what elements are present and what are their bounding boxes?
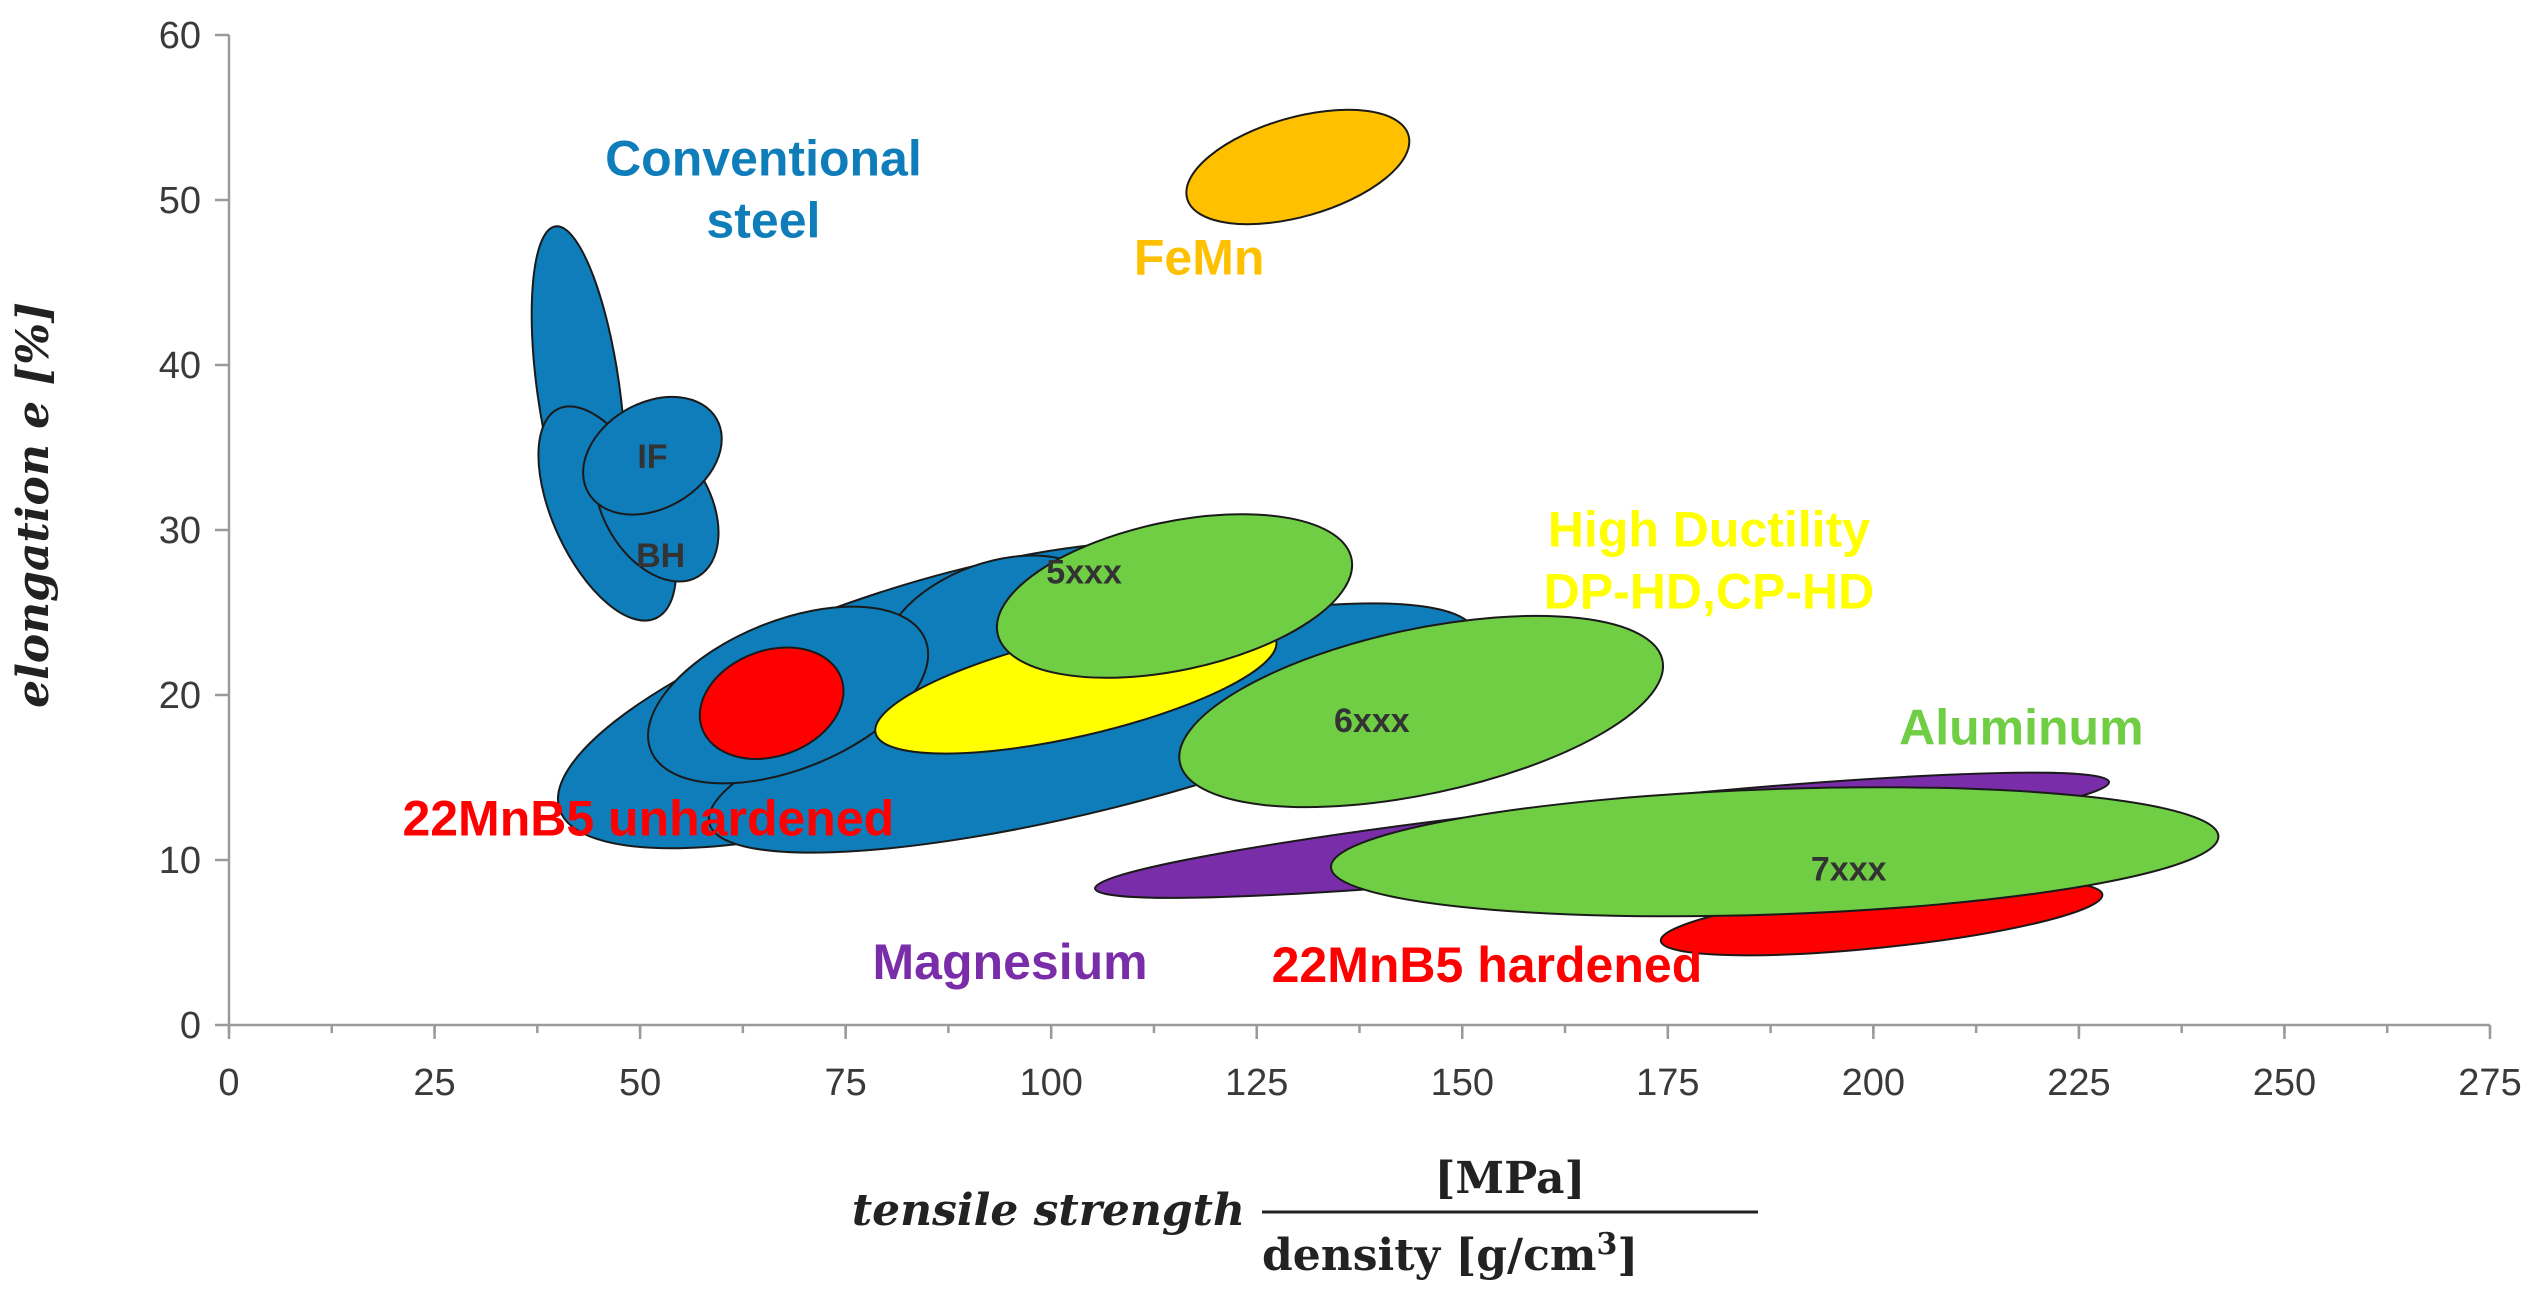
label-conventional-steel-line: Conventional [605, 130, 922, 186]
y-axis-title: elongation e [%] [8, 302, 59, 708]
x-tick-label: 100 [1019, 1062, 1082, 1104]
y-tick-label: 30 [159, 510, 201, 552]
x-axis-title-denominator-base: density [g/cm [1262, 1230, 1596, 1281]
regions-layer [530, 108, 2220, 957]
label-if: IF [637, 438, 667, 476]
label-conventional-steel-line: steel [706, 192, 820, 248]
label-femn: FeMn [1134, 229, 1265, 285]
label-22mnb5-hardened: 22MnB5 hardened [1272, 937, 1703, 993]
label-22mnb5-hardened-line: 22MnB5 hardened [1272, 937, 1703, 993]
x-axis-title-denominator-sup: 3 [1596, 1227, 1617, 1262]
label-aluminum-line: Aluminum [1899, 700, 2143, 756]
x-axis-title-denominator-close: ] [1617, 1230, 1638, 1281]
label-6xxx: 6xxx [1334, 702, 1410, 740]
aluminum-5xxx-region [995, 513, 1354, 679]
x-tick-label: 75 [824, 1062, 866, 1104]
aluminum-6xxx-region [1178, 614, 1665, 809]
y-tick-label: 50 [159, 180, 201, 222]
label-high-ductility: High Ductility DP-HD,CP-HD [1544, 502, 1875, 620]
x-tick-label: 275 [2458, 1062, 2521, 1104]
y-tick-label: 10 [159, 840, 201, 882]
label-conventional-steel: Conventional steel [605, 130, 922, 248]
y-tick-label: 60 [159, 15, 201, 57]
x-axis-title-numerator: [MPa] [1435, 1153, 1586, 1204]
label-femn-line: FeMn [1134, 229, 1265, 285]
label-magnesium-line: Magnesium [873, 934, 1148, 990]
22mnb5-unhardened-region [698, 646, 845, 760]
labels-layer: Conventional steel FeMn High Ductility DP-HD… [402, 130, 2143, 993]
label-high-ductility-line: High Ductility [1548, 502, 1870, 558]
x-tick-label: 125 [1225, 1062, 1288, 1104]
label-magnesium: Magnesium [873, 934, 1148, 990]
steel-if-region [582, 395, 723, 516]
x-tick-label: 25 [413, 1062, 455, 1104]
label-bh: BH [636, 537, 685, 575]
label-5xxx: 5xxx [1046, 553, 1122, 591]
x-tick-label: 150 [1431, 1062, 1494, 1104]
label-high-ductility-line: DP-HD,CP-HD [1544, 564, 1875, 620]
x-tick-label: 175 [1636, 1062, 1699, 1104]
x-tick-label: 50 [619, 1062, 661, 1104]
label-22mnb5-unhardened-line: 22MnB5 unhardened [402, 790, 894, 846]
x-axis-title-main: tensile strength [852, 1185, 1245, 1236]
y-tick-label: 20 [159, 675, 201, 717]
label-22mnb5-unhardened: 22MnB5 unhardened [402, 790, 894, 846]
label-aluminum: Aluminum [1899, 700, 2143, 756]
x-tick-label: 250 [2253, 1062, 2316, 1104]
label-7xxx: 7xxx [1811, 850, 1887, 888]
y-tick-label: 0 [180, 1005, 201, 1047]
x-axis-title: tensile strength [MPa] density [g/cm3] [852, 1153, 1758, 1281]
femn-region [1185, 108, 1411, 226]
x-axis-title-denominator: density [g/cm3] [1262, 1227, 1638, 1281]
axes-layer: 0 10 20 30 40 50 60 0 25 50 75 100 125 150 175 200 225 25… [159, 15, 2522, 1104]
y-tick-label: 40 [159, 345, 201, 387]
x-tick-label: 200 [1842, 1062, 1905, 1104]
aluminum-7xxx-region [1329, 786, 2220, 918]
x-tick-label: 0 [218, 1062, 239, 1104]
x-tick-label: 225 [2047, 1062, 2110, 1104]
